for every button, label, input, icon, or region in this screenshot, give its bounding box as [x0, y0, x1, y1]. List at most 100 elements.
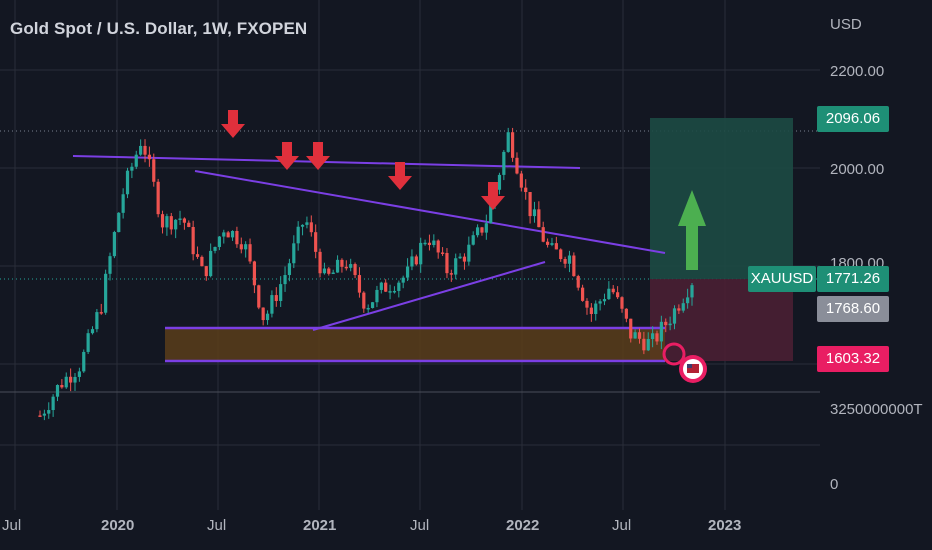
candle-body: [528, 192, 532, 217]
candle-body: [174, 219, 178, 230]
candle-body: [191, 226, 195, 255]
volume-tick: 0: [830, 476, 838, 493]
candle-body: [226, 232, 230, 238]
candle-body: [362, 292, 366, 309]
candle-body: [287, 263, 292, 276]
candle-body: [550, 243, 554, 245]
candle-body: [160, 214, 165, 228]
candle-body: [506, 132, 510, 152]
candle-body: [445, 252, 449, 274]
low-circle-marker: [662, 342, 686, 366]
candle-body: [524, 187, 528, 193]
x-axis: Jul 2020 Jul 2021 Jul 2022 Jul 2023: [2, 517, 741, 534]
arrow-up-icon: [678, 190, 706, 270]
candle-body: [686, 297, 690, 304]
candle-body: [616, 292, 620, 298]
candle-body: [257, 285, 261, 308]
candle-body: [139, 145, 143, 155]
candle-body: [112, 232, 116, 257]
candle-body: [165, 216, 169, 228]
target-zone: [650, 118, 793, 279]
candle-body: [598, 301, 602, 304]
candle-body: [559, 249, 563, 260]
candle-body: [314, 232, 318, 252]
y-axis: USD 2200.00 2000.00 1800.00 3250000000T …: [830, 16, 923, 493]
candle-body: [147, 154, 151, 160]
sell-arrows: [221, 110, 505, 210]
candle-body: [213, 246, 217, 251]
candle-body: [458, 256, 462, 259]
arrow-down-icon: [221, 110, 245, 138]
descending-trendline: [194, 170, 666, 254]
candle-body: [283, 275, 287, 285]
candle-body: [379, 282, 383, 290]
candle-body: [655, 333, 659, 342]
candle-body: [633, 332, 637, 339]
candle-body: [318, 251, 322, 274]
candle-body: [156, 181, 160, 215]
candle-body: [532, 209, 537, 217]
currency-label: USD: [830, 16, 862, 33]
candle-body: [475, 227, 480, 236]
candle-body: [244, 244, 248, 250]
chart-title: Gold Spot / U.S. Dollar, 1W, FXOPEN: [10, 19, 308, 38]
candle-body: [646, 339, 650, 351]
candle-body: [375, 289, 379, 303]
candle-body: [292, 243, 296, 264]
candle-body: [86, 333, 90, 352]
candle-body: [305, 222, 309, 225]
candle-body: [436, 240, 440, 253]
candle-body: [405, 266, 410, 278]
x-tick: Jul: [612, 517, 631, 534]
candle-body: [672, 308, 677, 324]
candle-body: [200, 256, 204, 267]
x-tick: 2022: [506, 517, 539, 534]
candle-body: [125, 170, 130, 195]
last-price-tag: 1771.26: [817, 266, 889, 292]
x-tick: Jul: [2, 517, 21, 534]
candle-body: [502, 151, 506, 175]
candle-body: [651, 333, 655, 340]
stop-price-tag: 1603.32: [817, 346, 889, 372]
candle-body: [677, 308, 681, 311]
candle-body: [392, 290, 397, 293]
candle-body: [541, 227, 545, 242]
candle-body: [47, 410, 51, 414]
arrow-down-icon: [388, 162, 412, 190]
arrow-down-icon: [275, 142, 299, 170]
candle-body: [576, 276, 580, 288]
candle-body: [484, 223, 488, 233]
candle-body: [423, 242, 427, 245]
candle-body: [602, 299, 607, 302]
candle-body: [659, 321, 663, 342]
candle-body: [388, 291, 392, 293]
arrow-down-icon: [481, 182, 505, 210]
candle-body: [143, 145, 147, 155]
candle-body: [611, 288, 615, 293]
candle-body: [397, 282, 401, 291]
candle-body: [169, 216, 173, 230]
candle-body: [629, 318, 633, 339]
candle-body: [637, 332, 642, 339]
candle-body: [296, 226, 300, 244]
candle-body: [432, 240, 436, 246]
candle-body: [563, 259, 567, 264]
candle-body: [545, 241, 550, 245]
candle-body: [454, 258, 458, 275]
candle-body: [690, 285, 694, 298]
candle-body: [152, 159, 156, 182]
candle-body: [261, 307, 265, 321]
candle-body: [642, 338, 646, 351]
candle-body: [497, 174, 502, 190]
candle-body: [462, 256, 467, 262]
symbol-tag[interactable]: XAUUSD: [748, 266, 816, 292]
candle-body: [384, 282, 388, 292]
candle-body: [440, 252, 445, 254]
candle-body: [77, 371, 81, 377]
candle-body: [585, 300, 589, 308]
candle-body: [248, 244, 252, 262]
candle-body: [344, 266, 348, 269]
candle-body: [121, 194, 125, 213]
candle-body: [51, 396, 55, 411]
candle-body: [274, 295, 278, 302]
